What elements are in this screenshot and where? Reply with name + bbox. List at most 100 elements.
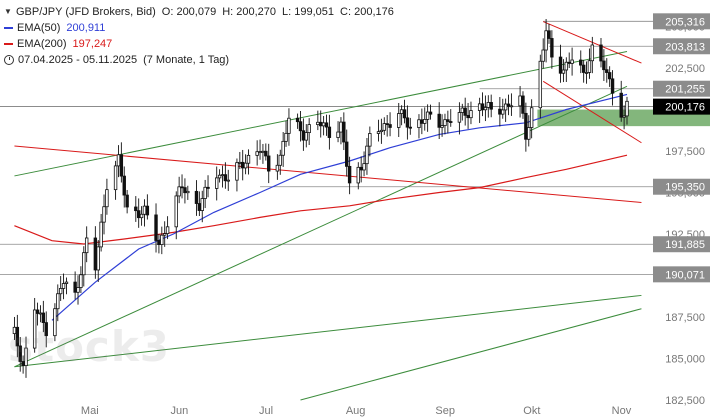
candle-body (483, 107, 488, 111)
candle-body (226, 179, 230, 182)
candle-body (261, 150, 265, 153)
candle-body (437, 113, 441, 128)
candle-body (347, 165, 352, 184)
x-axis-tick-label: Nov (612, 405, 632, 417)
legend-period: 07.04.2025 - 05.11.2025 (18, 54, 138, 66)
candle-body (162, 233, 167, 236)
candle-body (119, 154, 124, 177)
level-badge-label: 205,316 (665, 16, 705, 28)
level-badge (653, 13, 710, 30)
candle-body (258, 151, 262, 154)
candle-body (345, 141, 349, 167)
candle-body (93, 237, 98, 271)
collapse-chevron-icon[interactable]: ▼ (4, 7, 12, 16)
candle-body (56, 293, 60, 310)
candle-body (446, 119, 450, 122)
candle-body (558, 56, 563, 74)
candle-body (61, 283, 66, 289)
candle-body (602, 60, 606, 71)
chart-legend: ▼ GBP/JPY (JFD Brokers, Bid) O: 200,079 … (4, 4, 394, 68)
x-axis-tick-label: Jul (259, 405, 273, 417)
candle-body (122, 175, 126, 196)
ema200-line (14, 154, 628, 245)
level-badge-label: 195,350 (665, 182, 705, 194)
candle-body (518, 95, 522, 107)
candle-body (165, 226, 170, 234)
candle-body (359, 166, 363, 171)
x-axis-tick-label: Mai (81, 405, 99, 417)
candle-body (264, 150, 268, 157)
legend-ema50-label: EMA(50) (17, 22, 61, 34)
candle-body (498, 108, 502, 115)
candle-body (356, 166, 360, 184)
legend-symbol: GBP/JPY (JFD Brokers, Bid) (16, 6, 156, 18)
y-axis-tick-label: 185,000 (665, 354, 705, 366)
candle-body (469, 110, 473, 119)
candle-body (550, 38, 554, 58)
candle-body (142, 205, 147, 215)
candle-body (622, 115, 626, 118)
candle-body (342, 121, 346, 143)
candle-body (125, 194, 129, 208)
candle-body (58, 288, 63, 295)
candle-body (463, 107, 467, 116)
candle-body (304, 132, 308, 141)
candle-body (362, 163, 366, 171)
level-badge (653, 80, 710, 97)
legend-ema200-row[interactable]: EMA(200) 197,247 (4, 36, 394, 52)
candle-body (160, 234, 164, 245)
candle-body (567, 61, 571, 64)
candle-body (105, 189, 109, 208)
candle-body (480, 103, 485, 111)
candle-body (99, 221, 103, 248)
candle-body (324, 122, 329, 128)
candle-body (466, 114, 470, 119)
candle-body (76, 287, 80, 293)
candle-body (506, 103, 511, 107)
candle-body (139, 213, 144, 219)
candle-body (376, 131, 381, 134)
candle-body (96, 246, 100, 271)
level-badge-label: 203,813 (665, 41, 705, 53)
candle-body (477, 103, 482, 111)
candle-body (336, 131, 340, 138)
candle-body (570, 59, 574, 64)
candle-body (18, 345, 22, 362)
candle-body (425, 111, 430, 120)
legend-low: L: 199,051 (282, 6, 335, 18)
candle-body (610, 78, 615, 94)
candle-body (408, 126, 412, 129)
candle-body (579, 59, 583, 66)
candle-body (457, 112, 462, 123)
candle-body (382, 123, 386, 131)
candle-body (321, 122, 326, 127)
legend-open: O: 200,079 (161, 6, 217, 18)
x-axis-tick-label: Aug (346, 405, 366, 417)
candle-body (402, 109, 407, 119)
y-axis-tick-label: 197,500 (665, 146, 705, 158)
candle-body (295, 117, 300, 123)
candle-body (220, 174, 225, 177)
ema50-line (51, 93, 628, 321)
candle-body (215, 177, 219, 189)
candle-body (183, 187, 187, 194)
candle-body (235, 162, 239, 181)
candle-body (32, 309, 37, 349)
candle-body (501, 109, 505, 115)
candle-body (423, 119, 427, 124)
y-axis-tick-label: 182,500 (665, 395, 705, 407)
candle-body (339, 121, 343, 133)
candle-body (316, 121, 320, 126)
candle-body (194, 190, 199, 204)
candle-body (443, 119, 447, 126)
clock-icon (4, 55, 14, 65)
candle-body (529, 107, 534, 128)
legend-ema50-row[interactable]: EMA(50) 200,911 (4, 20, 394, 36)
candle-body (307, 124, 311, 133)
candle-body (584, 72, 589, 74)
candle-body (399, 109, 404, 114)
candle-body (281, 140, 285, 156)
candle-body (217, 174, 222, 179)
trendline (300, 308, 642, 401)
